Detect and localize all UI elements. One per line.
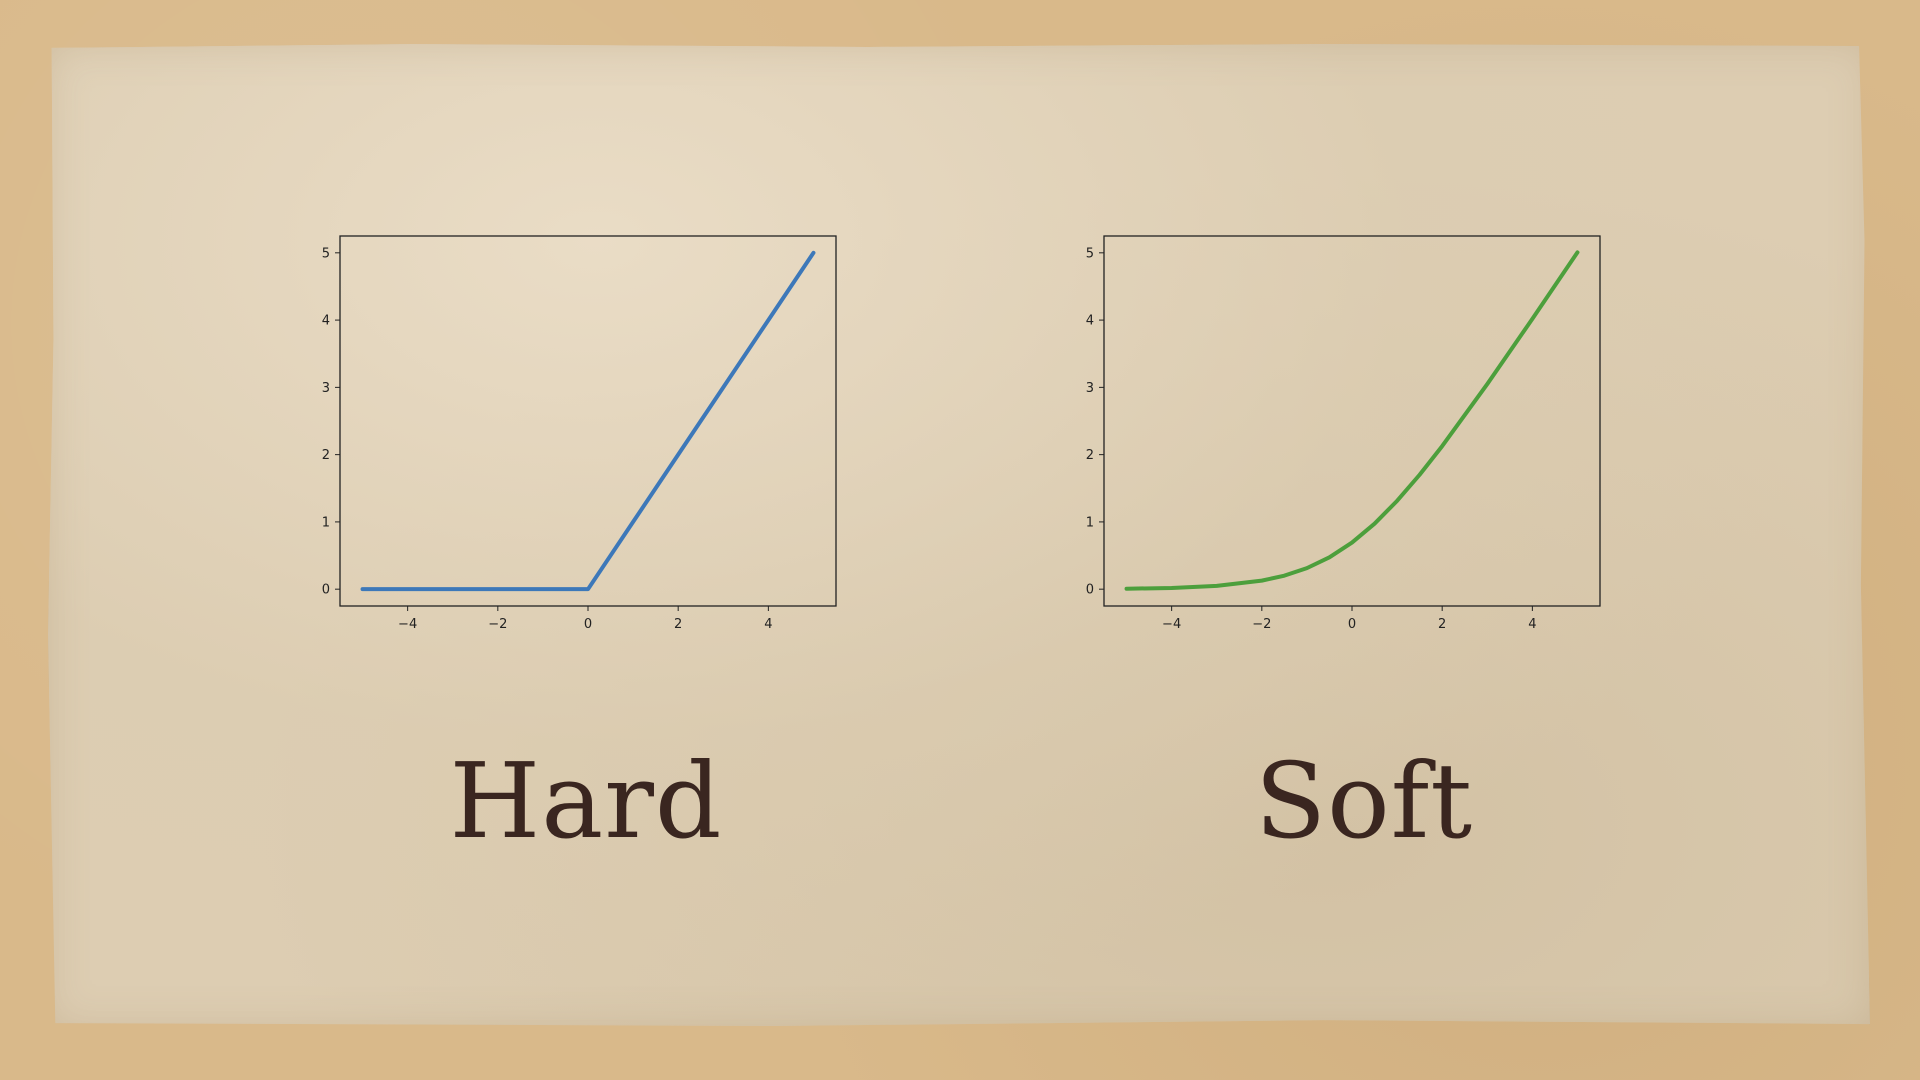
hard-chart: −4 −2 0 2 4 0 1 2 3 4 5 — [288, 230, 848, 640]
y-tick-label: 3 — [322, 381, 330, 396]
x-tick-label: 4 — [1528, 617, 1536, 632]
soft-chart: −4 −2 0 2 4 0 1 2 3 4 5 — [1052, 230, 1612, 640]
series-line-0 — [1124, 250, 1580, 591]
x-tick-label: 2 — [674, 617, 682, 632]
x-tick-label: 0 — [584, 617, 592, 632]
x-tick-label: 2 — [1438, 617, 1446, 632]
soft-chart-svg: −4 −2 0 2 4 0 1 2 3 4 5 — [1086, 235, 1601, 632]
plot-frame — [339, 235, 837, 607]
y-tick-label: 1 — [1086, 515, 1094, 530]
soft-caption: Soft — [1254, 740, 1474, 862]
y-tick-label: 2 — [322, 448, 330, 463]
y-tick-label: 1 — [322, 515, 330, 530]
x-tick-label: 0 — [1348, 617, 1356, 632]
hard-chart-svg: −4 −2 0 2 4 0 1 2 3 4 5 — [322, 235, 837, 632]
y-tick-label: 4 — [1086, 314, 1094, 329]
y-tick-label: 0 — [322, 583, 330, 598]
paper-background — [48, 44, 1870, 1027]
x-tick-label: −2 — [488, 617, 507, 632]
y-tick-label: 2 — [1086, 448, 1094, 463]
y-tick-label: 3 — [1086, 381, 1094, 396]
hard-caption: Hard — [449, 740, 723, 862]
y-tick-label: 5 — [322, 246, 330, 261]
x-tick-label: −4 — [1162, 617, 1181, 632]
y-tick-label: 4 — [322, 314, 330, 329]
y-tick-label: 5 — [1086, 246, 1094, 261]
x-tick-label: 4 — [764, 617, 772, 632]
x-tick-label: −4 — [398, 617, 417, 632]
y-tick-label: 0 — [1086, 583, 1094, 598]
plot-frame — [1103, 235, 1601, 607]
x-tick-label: −2 — [1252, 617, 1271, 632]
series-line-0 — [360, 250, 816, 592]
